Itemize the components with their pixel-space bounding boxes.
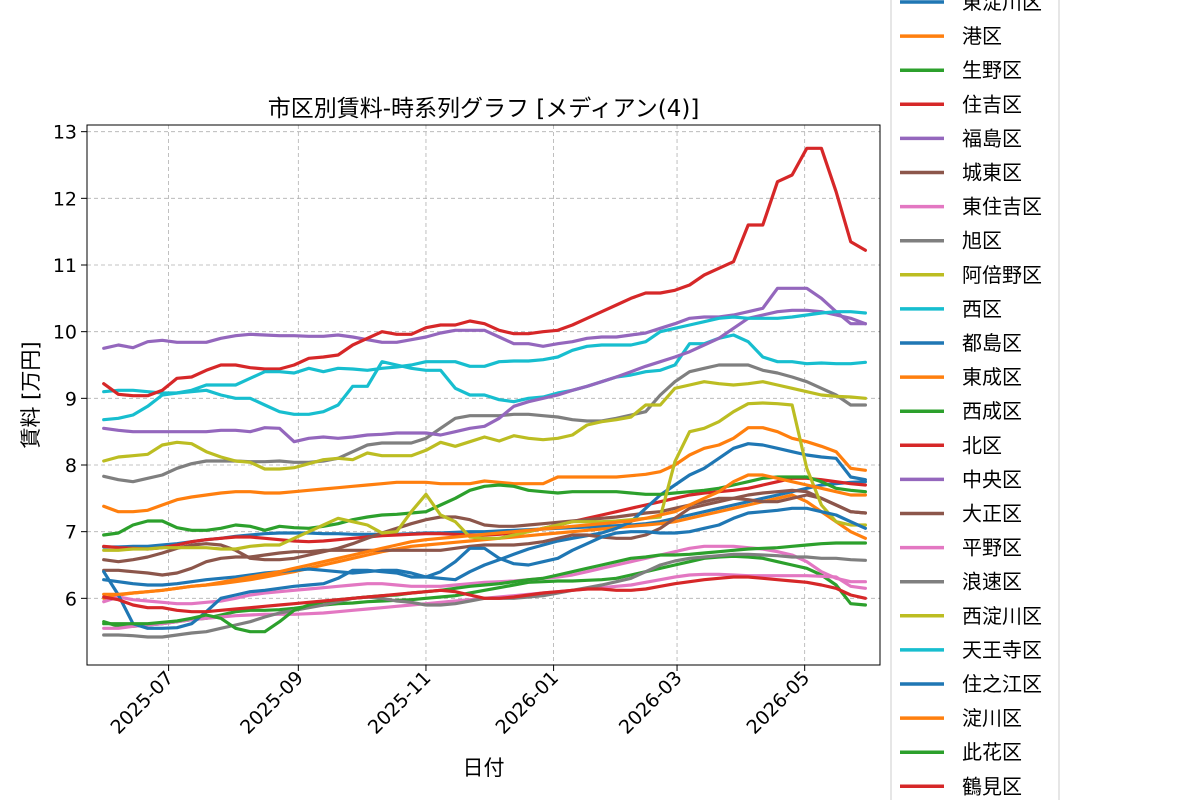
series-line-都島区 — [102, 442, 868, 587]
legend-label: 西淀川区 — [962, 604, 1042, 628]
plot-frame — [86, 124, 881, 666]
legend: 東淀川区港区生野区住吉区福島区城東区東住吉区旭区阿倍野区西区都島区東成区西成区北… — [890, 0, 1060, 800]
legend-label: 浪速区 — [962, 570, 1022, 594]
series-line-北区 — [102, 146, 868, 398]
legend-label: 鶴見区 — [962, 774, 1022, 798]
legend-label: 天王寺区 — [962, 638, 1042, 662]
legend-label: 西成区 — [962, 399, 1022, 423]
series-lines — [102, 146, 868, 639]
legend-label: 中央区 — [962, 467, 1022, 491]
y-tick-label: 12 — [53, 188, 77, 210]
legend-label: 福島区 — [962, 126, 1022, 150]
y-axis-title: 賃料 [万円] — [19, 341, 43, 448]
legend-label: 東住吉区 — [962, 195, 1042, 219]
y-tick-label: 7 — [65, 522, 77, 544]
series-line-中央区 — [102, 308, 868, 444]
legend-label: 東淀川区 — [962, 0, 1042, 14]
series-line-此花区 — [102, 541, 868, 634]
legend-label: 阿倍野区 — [962, 263, 1042, 287]
series-line-福島区 — [102, 286, 868, 350]
legend-label: 住吉区 — [962, 92, 1022, 116]
legend-label: 大正区 — [962, 502, 1022, 526]
y-tick-label: 13 — [53, 122, 77, 144]
y-tick-label: 6 — [65, 588, 77, 610]
legend-label: 都島区 — [962, 331, 1022, 355]
y-tick-label: 9 — [65, 388, 77, 410]
chart-title: 市区別賃料-時系列グラフ [メディアン(4)] — [268, 96, 700, 122]
legend-label: 港区 — [962, 24, 1002, 48]
legend-label: 生野区 — [962, 58, 1022, 82]
series-line-鶴見区 — [102, 575, 868, 614]
x-axis-title: 日付 — [463, 756, 505, 780]
legend-label: 東成区 — [962, 365, 1022, 389]
legend-label: 北区 — [962, 433, 1002, 457]
legend-frame — [890, 0, 1060, 800]
series-line-西成区 — [102, 475, 868, 537]
series-line-阿倍野区 — [102, 380, 868, 471]
series-line-大正区 — [102, 488, 868, 577]
y-tick-label: 10 — [53, 322, 77, 344]
series-line-西区 — [102, 333, 868, 416]
series-line-東住吉区 — [102, 544, 868, 606]
legend-label: 西区 — [962, 297, 1002, 321]
legend-label: 住之江区 — [962, 672, 1042, 696]
y-axis: 6 7 8 9 10 11 12 13 — [53, 122, 87, 610]
series-line-淀川区 — [102, 473, 868, 596]
series-line-生野区 — [102, 554, 868, 628]
legend-label: 淀川区 — [962, 706, 1022, 730]
series-line-東成区 — [102, 426, 868, 514]
series-line-住之江区 — [102, 506, 868, 630]
series-line-天王寺区 — [102, 310, 868, 422]
legend-label: 城東区 — [962, 161, 1022, 185]
legend-label: 旭区 — [962, 229, 1002, 253]
legend-label: 平野区 — [962, 536, 1022, 560]
y-tick-label: 8 — [65, 455, 77, 477]
series-line-西淀川区 — [102, 401, 868, 552]
y-tick-label: 11 — [53, 255, 77, 277]
legend-label: 此花区 — [962, 740, 1022, 764]
